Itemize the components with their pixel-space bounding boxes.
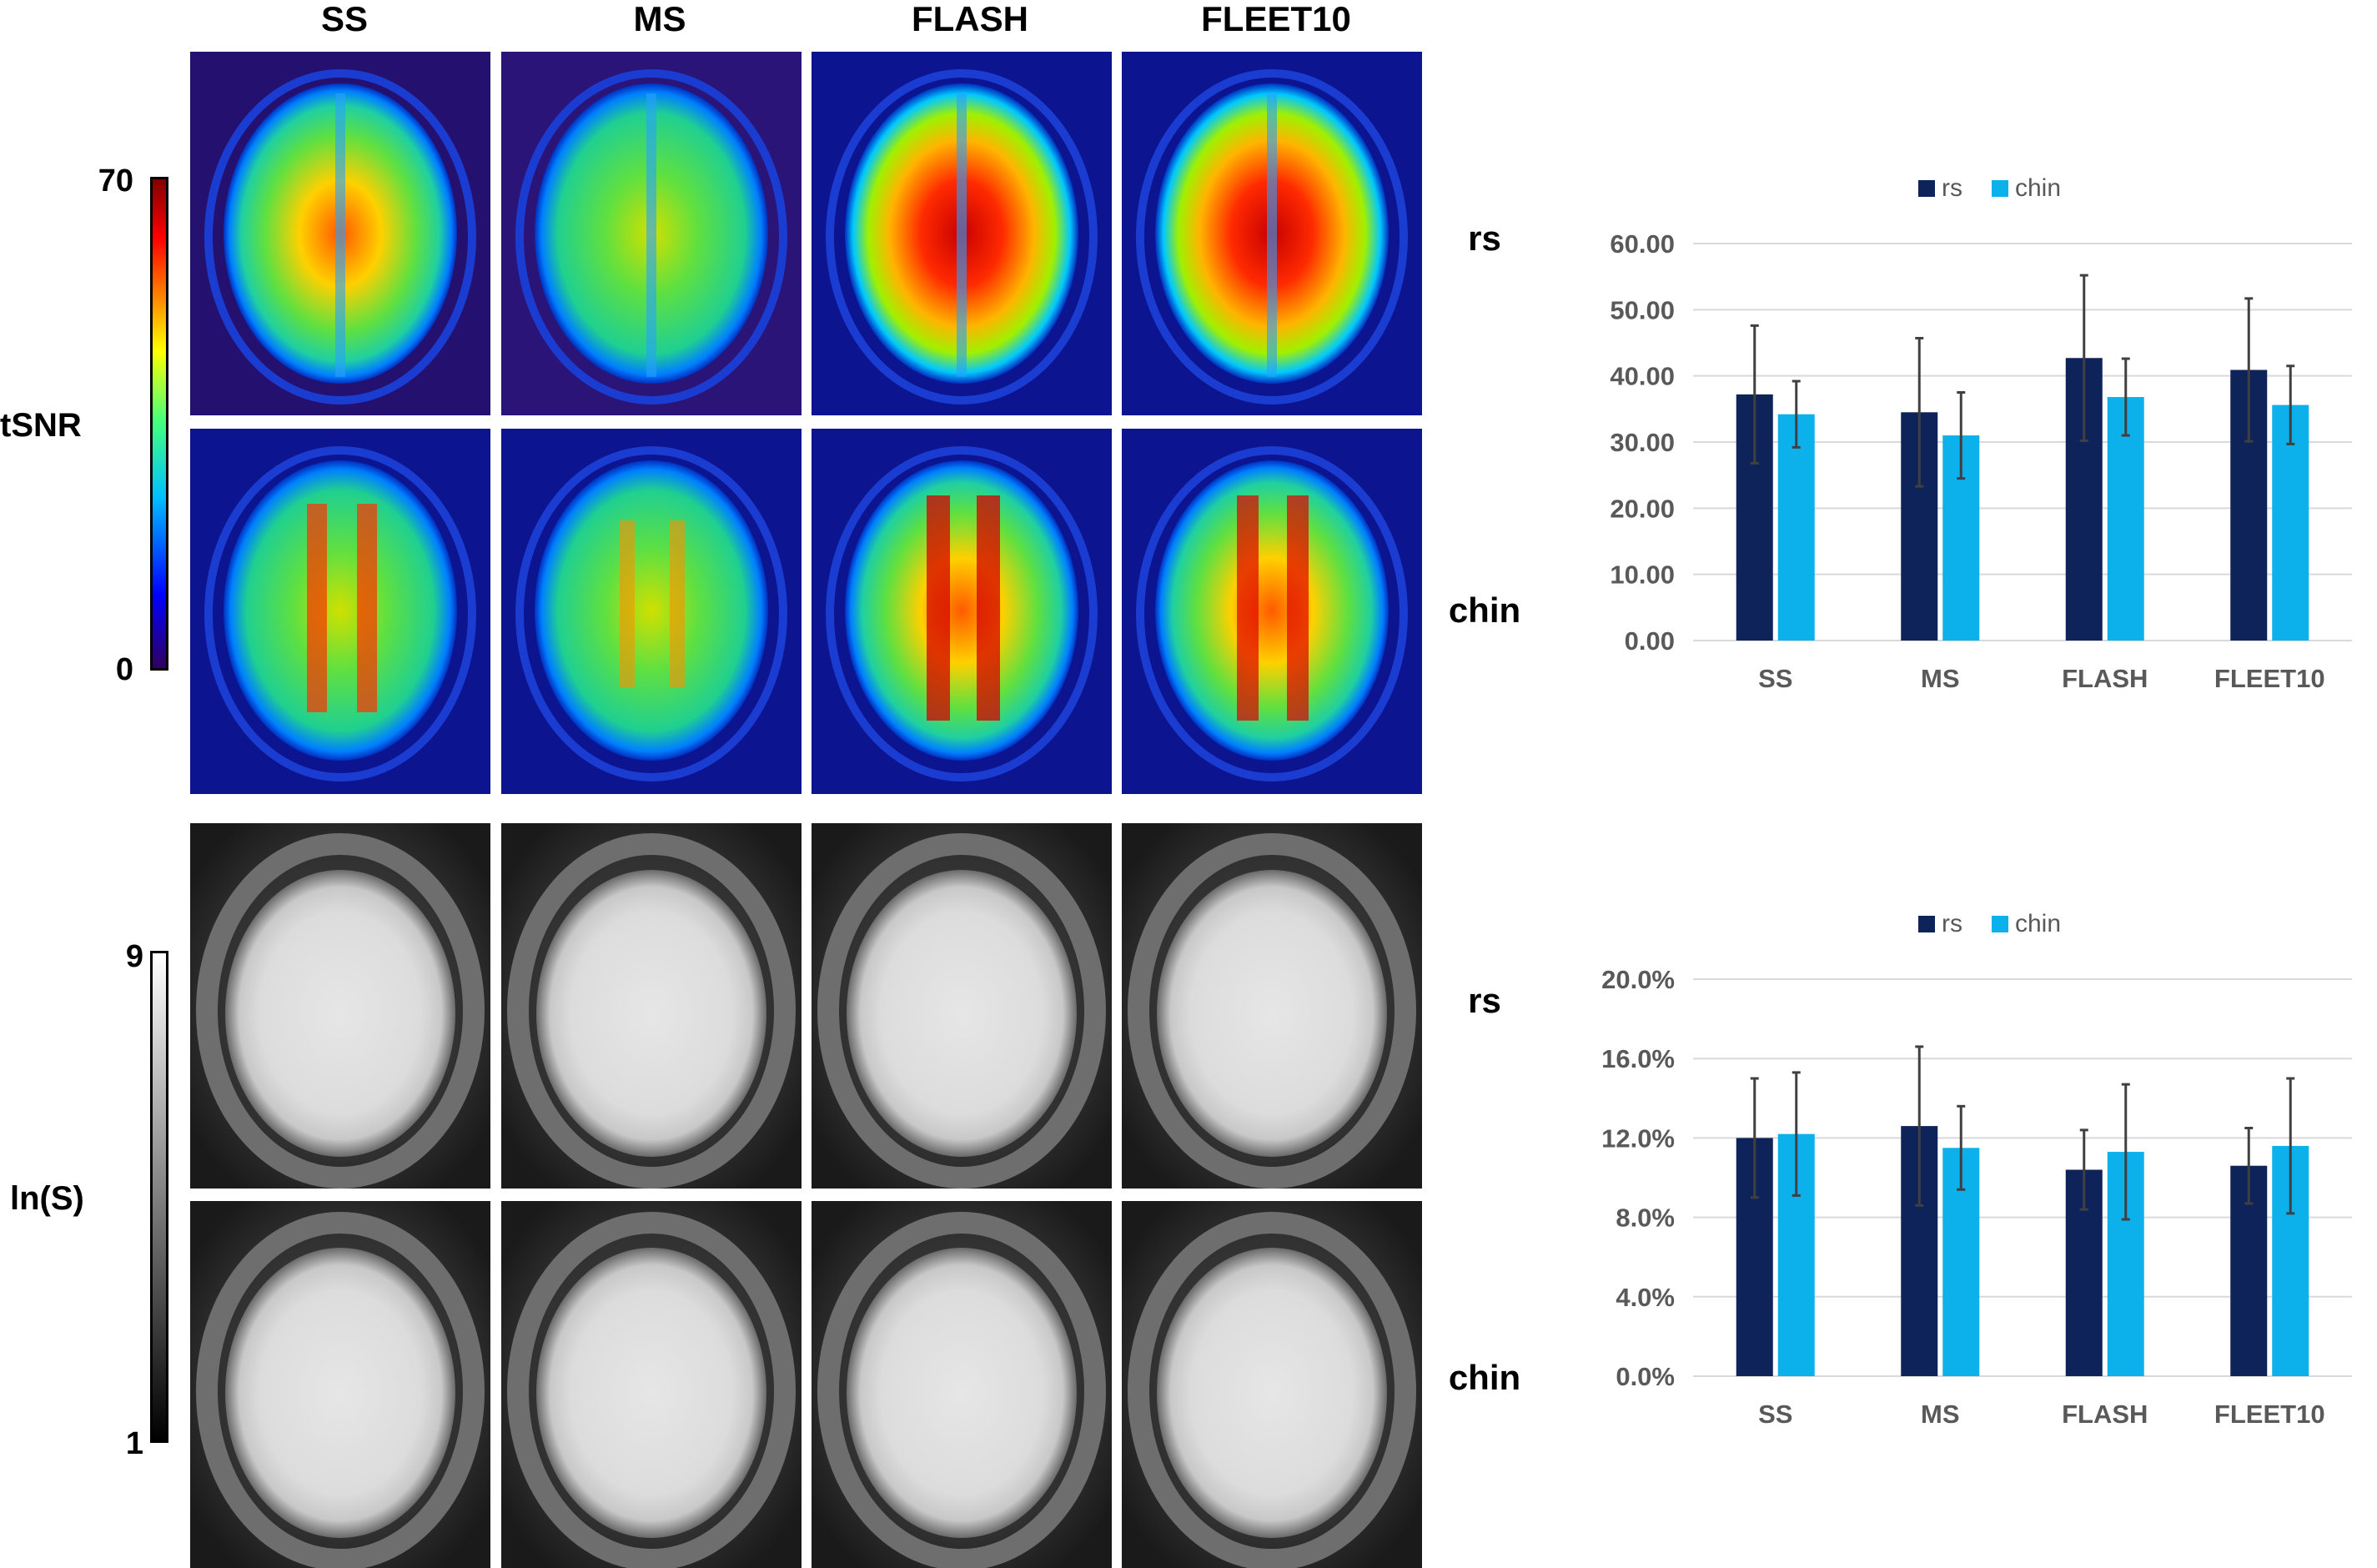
y-tick-label: 30.00 — [1610, 428, 1675, 457]
lns-chin-fleet10-image — [1122, 1201, 1422, 1568]
tsnr-scale-label: tSNR — [0, 407, 82, 444]
y-tick-label: 0.00 — [1625, 626, 1675, 656]
y-tick-label: 0.0% — [1616, 1362, 1675, 1391]
y-tick-label: 16.0% — [1601, 1044, 1675, 1073]
lns-colorbar — [150, 951, 168, 1443]
column-header-ms: MS — [633, 0, 686, 38]
tsnr-rs-flash-image — [812, 52, 1112, 415]
y-tick-label: 20.00 — [1610, 494, 1675, 523]
tsnr-chin-ms-image — [501, 429, 802, 794]
legend-label-chin: chin — [2015, 910, 2061, 937]
column-header-ss: SS — [320, 0, 369, 38]
row-label-lns-chin: chin — [1448, 1358, 1521, 1397]
tsnr-chin-ss-image — [190, 429, 490, 794]
tsnr-bar-chart: rs chin 0.00 10.00 20.00 30.00 40.00 50.00 60.00… — [1610, 174, 2352, 693]
legend-swatch-chin — [1992, 180, 2008, 197]
row-label-tsnr-chin: chin — [1448, 591, 1521, 630]
x-tick-label: FLASH — [2062, 1400, 2148, 1429]
lns-rs-ss-image — [190, 823, 490, 1189]
column-header-fleet10: FLEET10 — [1201, 0, 1351, 38]
row-label-tsnr-rs: rs — [1468, 219, 1501, 258]
y-tick-label: 12.0% — [1601, 1123, 1675, 1153]
tsnr-max-label: 70 — [98, 163, 133, 199]
x-tick-label: FLASH — [2062, 664, 2148, 693]
y-tick-label: 40.00 — [1610, 362, 1675, 391]
legend-label-chin: chin — [2015, 174, 2061, 202]
lns-chin-ss-image — [190, 1201, 490, 1568]
lns-scale-label: ln(S) — [10, 1180, 84, 1217]
tsnr-min-label: 0 — [115, 652, 133, 687]
x-tick-label: MS — [1921, 664, 1960, 693]
legend-swatch-chin — [1992, 916, 2008, 932]
legend-label-rs: rs — [1942, 910, 1962, 937]
y-tick-label: 10.00 — [1610, 560, 1675, 590]
y-tick-label: 4.0% — [1616, 1283, 1675, 1312]
bar-chin-ss — [1777, 414, 1815, 641]
tsnr-rs-ss-image — [190, 52, 490, 415]
tsnr-chin-flash-image — [812, 429, 1112, 794]
lns-chin-flash-image — [812, 1201, 1112, 1568]
y-tick-label: 8.0% — [1616, 1204, 1675, 1233]
x-tick-label: FLEET10 — [2214, 1400, 2325, 1429]
legend-swatch-rs — [1918, 180, 1935, 197]
x-tick-label: SS — [1758, 664, 1792, 693]
lns-rs-ms-image — [501, 823, 802, 1189]
lns-rs-fleet10-image — [1122, 823, 1422, 1189]
legend-swatch-rs — [1918, 916, 1935, 932]
y-tick-label: 50.00 — [1610, 295, 1675, 324]
signal-change-bar-chart: rs chin 0.0% 4.0% 8.0% 12.0% 16.0% 20.0% SS MS FLA… — [1601, 910, 2352, 1429]
lns-rs-flash-image — [812, 823, 1112, 1189]
lns-chin-ms-image — [501, 1201, 802, 1568]
row-label-lns-rs: rs — [1468, 981, 1501, 1020]
tsnr-rs-ms-image — [501, 52, 802, 415]
lns-min-label: 1 — [125, 1426, 143, 1461]
x-tick-label: MS — [1921, 1400, 1960, 1429]
tsnr-colorbar — [150, 177, 168, 671]
x-tick-label: SS — [1758, 1400, 1792, 1429]
y-tick-label: 20.0% — [1601, 965, 1675, 994]
column-header-flash: FLASH — [912, 0, 1028, 38]
lns-max-label: 9 — [125, 939, 143, 974]
tsnr-chin-fleet10-image — [1122, 429, 1422, 794]
bar-chin-flash — [2107, 397, 2144, 641]
legend-label-rs: rs — [1942, 174, 1962, 202]
x-tick-label: FLEET10 — [2214, 664, 2325, 693]
tsnr-rs-fleet10-image — [1122, 52, 1422, 415]
y-tick-label: 60.00 — [1610, 229, 1675, 259]
